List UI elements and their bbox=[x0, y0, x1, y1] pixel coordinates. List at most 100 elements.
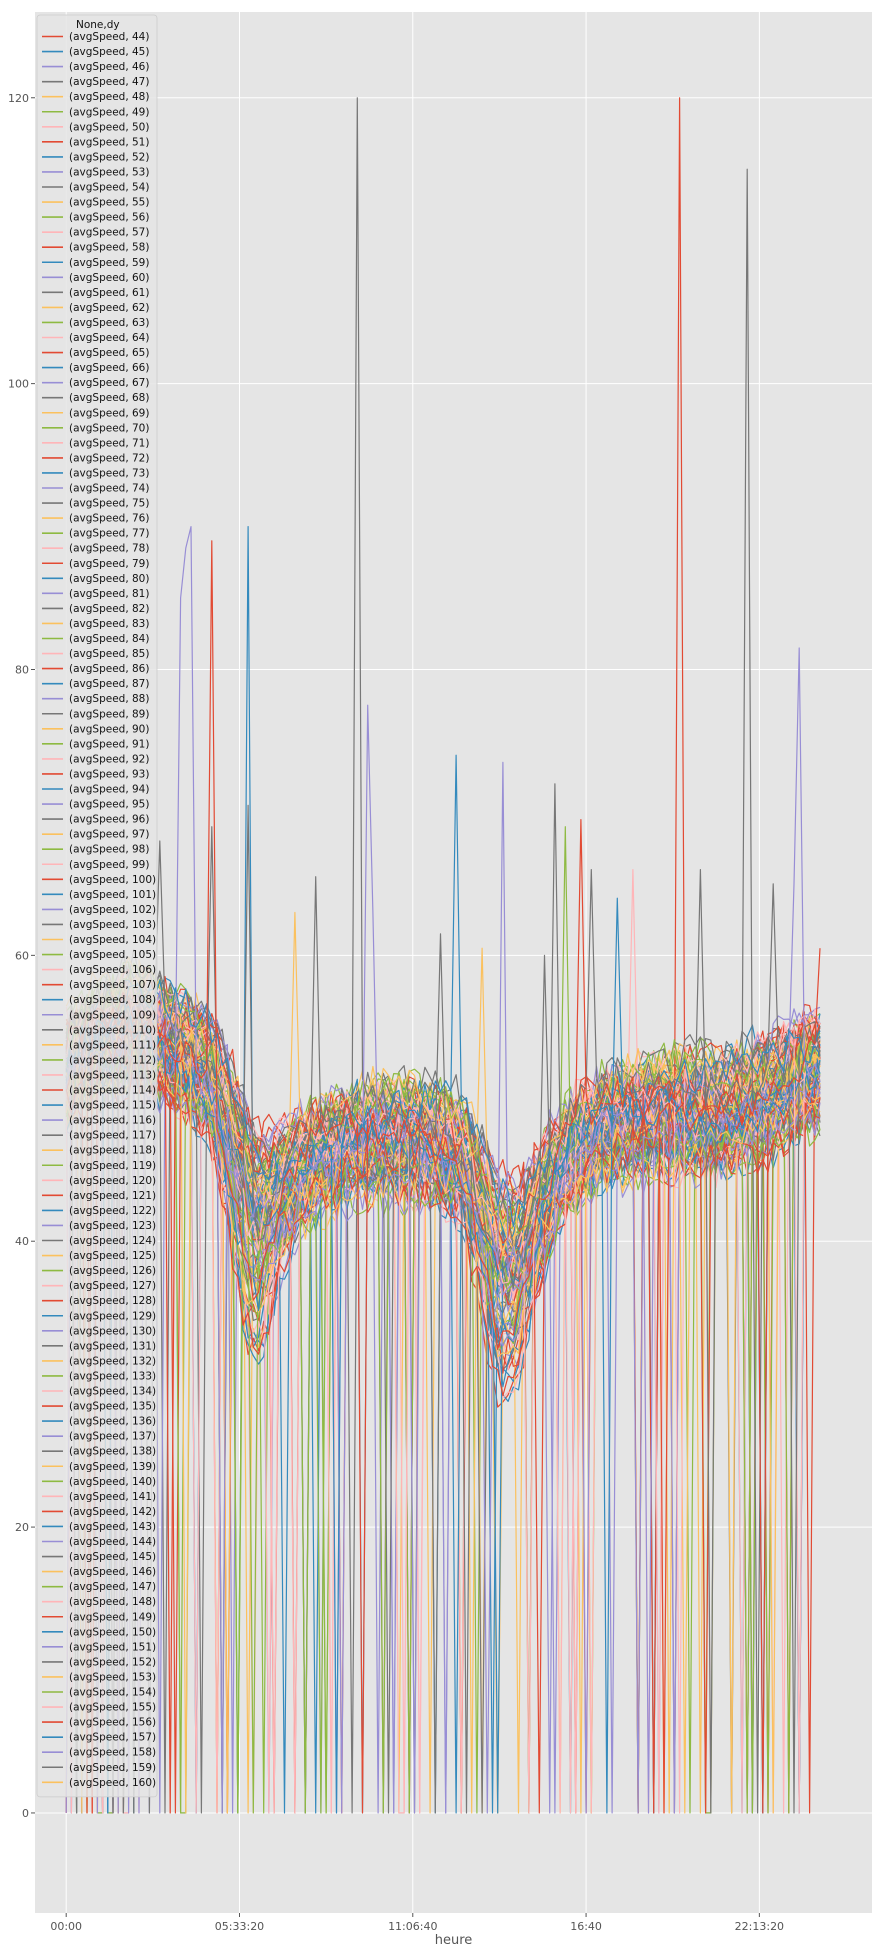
legend-entry: (avgSpeed, 46) bbox=[69, 61, 149, 73]
legend-entry: (avgSpeed, 103) bbox=[69, 919, 156, 931]
legend-entry: (avgSpeed, 86) bbox=[69, 663, 149, 675]
legend-entry: (avgSpeed, 159) bbox=[69, 1762, 156, 1774]
legend-entry: (avgSpeed, 104) bbox=[69, 934, 156, 946]
legend-entry: (avgSpeed, 115) bbox=[69, 1100, 156, 1112]
y-tick-label: 0 bbox=[22, 1807, 29, 1820]
legend-entry: (avgSpeed, 44) bbox=[69, 31, 149, 43]
legend: None,dy (avgSpeed, 44)(avgSpeed, 45)(avg… bbox=[36, 14, 158, 1798]
legend-entry: (avgSpeed, 146) bbox=[69, 1566, 156, 1578]
series-line bbox=[65, 97, 821, 1814]
y-axis: 0 20 40 60 80 100 120 bbox=[8, 92, 35, 1820]
legend-entry: (avgSpeed, 134) bbox=[69, 1386, 156, 1398]
legend-entry: (avgSpeed, 132) bbox=[69, 1355, 156, 1367]
legend-entry: (avgSpeed, 58) bbox=[69, 242, 149, 254]
y-tick-label: 60 bbox=[15, 949, 29, 962]
series-line bbox=[65, 1050, 821, 1814]
legend-entry: (avgSpeed, 127) bbox=[69, 1280, 156, 1292]
legend-entry: (avgSpeed, 123) bbox=[69, 1220, 156, 1232]
series-line bbox=[65, 992, 821, 1814]
series-line bbox=[65, 1006, 821, 1814]
x-tick-label: 22:13:20 bbox=[735, 1920, 784, 1933]
legend-entry: (avgSpeed, 143) bbox=[69, 1521, 156, 1533]
legend-entry: (avgSpeed, 55) bbox=[69, 197, 149, 209]
legend-entry: (avgSpeed, 74) bbox=[69, 483, 149, 495]
legend-entry: (avgSpeed, 94) bbox=[69, 784, 149, 796]
legend-entry: (avgSpeed, 113) bbox=[69, 1069, 156, 1081]
legend-entry: (avgSpeed, 73) bbox=[69, 467, 149, 479]
legend-entry: (avgSpeed, 53) bbox=[69, 166, 149, 178]
legend-entry: (avgSpeed, 133) bbox=[69, 1370, 156, 1382]
legend-entry: (avgSpeed, 75) bbox=[69, 498, 149, 510]
legend-entry: (avgSpeed, 140) bbox=[69, 1476, 156, 1488]
legend-entry: (avgSpeed, 77) bbox=[69, 528, 149, 540]
legend-entry: (avgSpeed, 102) bbox=[69, 904, 156, 916]
legend-entries: (avgSpeed, 44) (avgSpeed, 45) (avgSpeed, 4… bbox=[42, 31, 156, 1789]
y-tick-label: 40 bbox=[15, 1235, 29, 1248]
legend-entry: (avgSpeed, 50) bbox=[69, 121, 149, 133]
legend-title: None,dy bbox=[76, 19, 120, 31]
legend-entry: (avgSpeed, 101) bbox=[69, 889, 156, 901]
x-tick-label: 16:40 bbox=[570, 1920, 602, 1933]
legend-entry: (avgSpeed, 144) bbox=[69, 1536, 156, 1548]
legend-entry: (avgSpeed, 149) bbox=[69, 1611, 156, 1623]
legend-entry: (avgSpeed, 128) bbox=[69, 1295, 156, 1307]
legend-entry: (avgSpeed, 151) bbox=[69, 1641, 156, 1653]
legend-entry: (avgSpeed, 154) bbox=[69, 1687, 156, 1699]
series-line bbox=[65, 1031, 821, 1814]
legend-entry: (avgSpeed, 120) bbox=[69, 1175, 156, 1187]
y-tick-label: 20 bbox=[15, 1521, 29, 1534]
legend-entry: (avgSpeed, 156) bbox=[69, 1717, 156, 1729]
legend-entry: (avgSpeed, 111) bbox=[69, 1039, 156, 1051]
x-tick-label: 00:00 bbox=[50, 1920, 82, 1933]
legend-entry: (avgSpeed, 79) bbox=[69, 558, 149, 570]
series-line bbox=[65, 1060, 821, 1814]
legend-entry: (avgSpeed, 145) bbox=[69, 1551, 156, 1563]
legend-entry: (avgSpeed, 84) bbox=[69, 633, 149, 645]
legend-frame bbox=[36, 14, 158, 1798]
legend-entry: (avgSpeed, 147) bbox=[69, 1581, 156, 1593]
legend-entry: (avgSpeed, 91) bbox=[69, 738, 149, 750]
legend-entry: (avgSpeed, 138) bbox=[69, 1446, 156, 1458]
legend-entry: (avgSpeed, 130) bbox=[69, 1325, 156, 1337]
legend-entry: (avgSpeed, 150) bbox=[69, 1626, 156, 1638]
legend-entry: (avgSpeed, 97) bbox=[69, 829, 149, 841]
series-line bbox=[65, 1038, 821, 1814]
legend-entry: (avgSpeed, 100) bbox=[69, 874, 156, 886]
legend-entry: (avgSpeed, 116) bbox=[69, 1115, 156, 1127]
plot-area bbox=[35, 12, 872, 1913]
legend-entry: (avgSpeed, 83) bbox=[69, 618, 149, 630]
series-line bbox=[65, 948, 821, 1814]
legend-entry: (avgSpeed, 56) bbox=[69, 212, 149, 224]
legend-entry: (avgSpeed, 65) bbox=[69, 347, 149, 359]
y-tick-label: 120 bbox=[8, 92, 29, 105]
x-tick-label: 11:06:40 bbox=[388, 1920, 437, 1933]
legend-entry: (avgSpeed, 160) bbox=[69, 1777, 156, 1789]
x-axis-label: heure bbox=[435, 1933, 473, 1948]
legend-entry: (avgSpeed, 129) bbox=[69, 1310, 156, 1322]
legend-entry: (avgSpeed, 88) bbox=[69, 693, 149, 705]
legend-entry: (avgSpeed, 131) bbox=[69, 1340, 156, 1352]
legend-entry: (avgSpeed, 63) bbox=[69, 317, 149, 329]
legend-entry: (avgSpeed, 49) bbox=[69, 106, 149, 118]
legend-entry: (avgSpeed, 76) bbox=[69, 513, 149, 525]
series-line bbox=[65, 911, 821, 1814]
series-lines bbox=[65, 97, 821, 1814]
legend-entry: (avgSpeed, 85) bbox=[69, 648, 149, 660]
y-tick-label: 80 bbox=[15, 663, 29, 676]
legend-entry: (avgSpeed, 93) bbox=[69, 768, 149, 780]
legend-entry: (avgSpeed, 71) bbox=[69, 437, 149, 449]
legend-entry: (avgSpeed, 121) bbox=[69, 1190, 156, 1202]
legend-entry: (avgSpeed, 148) bbox=[69, 1596, 156, 1608]
series-line bbox=[65, 1005, 821, 1814]
x-axis: 00:00 05:33:20 11:06:40 16:40 22:13:20 bbox=[50, 1913, 784, 1933]
legend-entry: (avgSpeed, 96) bbox=[69, 814, 149, 826]
legend-entry: (avgSpeed, 54) bbox=[69, 182, 149, 194]
legend-entry: (avgSpeed, 117) bbox=[69, 1130, 156, 1142]
legend-entry: (avgSpeed, 48) bbox=[69, 91, 149, 103]
legend-entry: (avgSpeed, 114) bbox=[69, 1085, 156, 1097]
legend-entry: (avgSpeed, 47) bbox=[69, 76, 149, 88]
legend-entry: (avgSpeed, 80) bbox=[69, 573, 149, 585]
legend-entry: (avgSpeed, 105) bbox=[69, 949, 156, 961]
legend-entry: (avgSpeed, 110) bbox=[69, 1024, 156, 1036]
